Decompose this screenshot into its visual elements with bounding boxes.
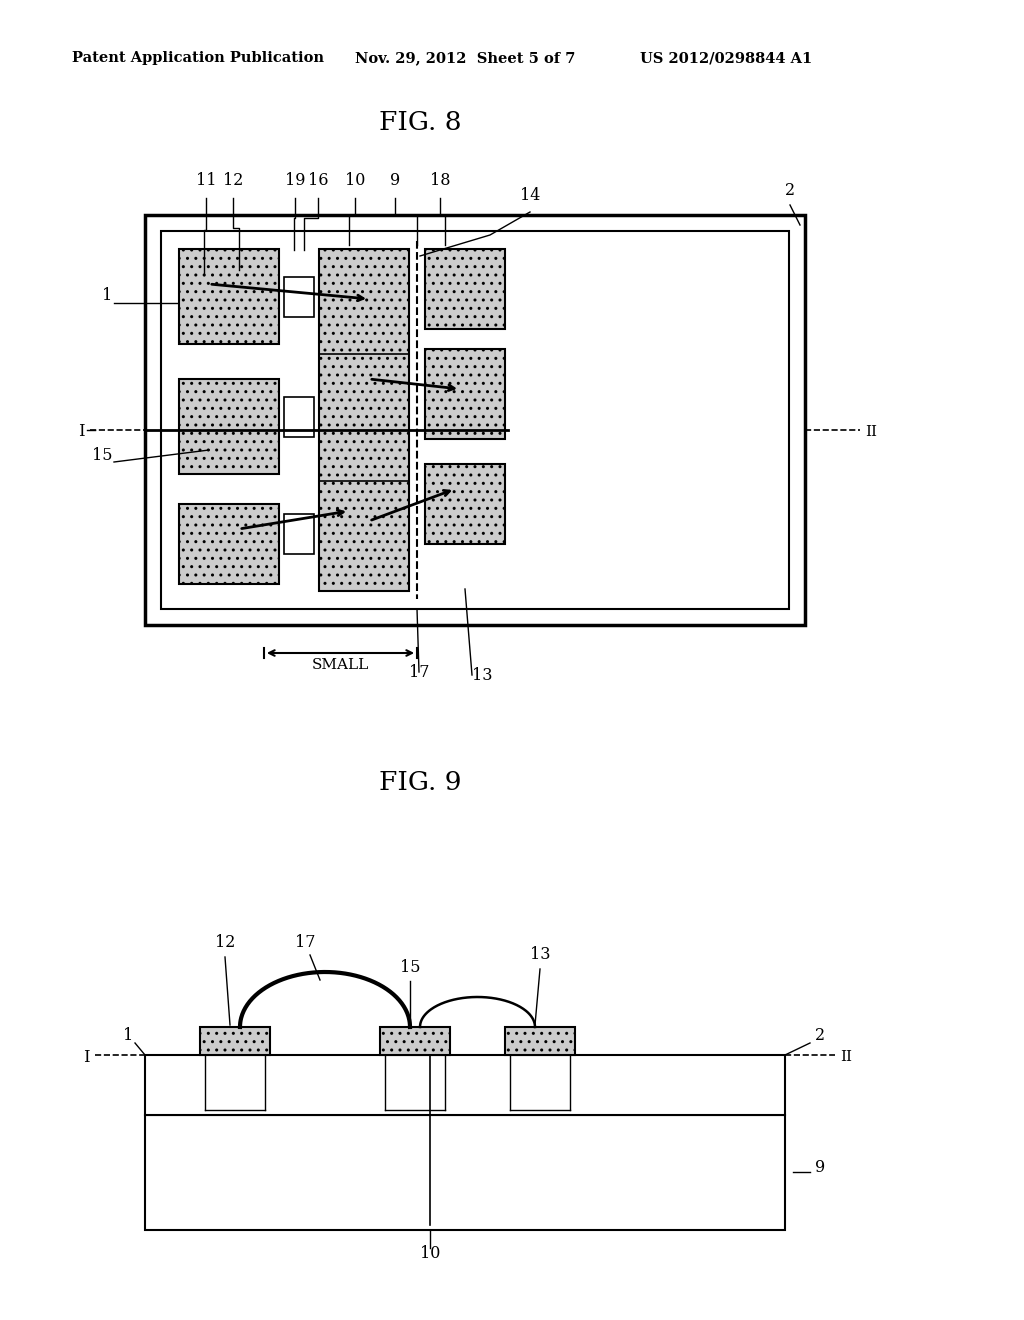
- Text: FIG. 8: FIG. 8: [379, 110, 461, 135]
- Text: 10: 10: [345, 172, 366, 189]
- Bar: [145, 215, 805, 624]
- Text: FIG. 9: FIG. 9: [379, 770, 461, 795]
- Text: I: I: [79, 424, 85, 441]
- Bar: [505, 1027, 575, 1055]
- Text: 1: 1: [123, 1027, 133, 1044]
- Text: Patent Application Publication: Patent Application Publication: [72, 51, 324, 65]
- Text: I: I: [83, 1048, 90, 1065]
- Text: 15: 15: [91, 447, 112, 465]
- Bar: [425, 348, 505, 440]
- Bar: [284, 513, 314, 554]
- Bar: [425, 249, 505, 329]
- Text: 9: 9: [390, 172, 400, 189]
- Text: 13: 13: [472, 667, 493, 684]
- Text: 9: 9: [815, 1159, 825, 1176]
- Bar: [284, 397, 314, 437]
- Text: 18: 18: [430, 172, 451, 189]
- Text: 2: 2: [785, 182, 795, 199]
- Bar: [284, 277, 314, 317]
- Text: SMALL: SMALL: [312, 657, 369, 672]
- Bar: [145, 1115, 785, 1230]
- Bar: [200, 1027, 270, 1055]
- Text: 17: 17: [409, 664, 429, 681]
- Bar: [145, 1055, 785, 1115]
- Bar: [179, 249, 279, 345]
- Text: 14: 14: [520, 187, 541, 205]
- Text: Nov. 29, 2012  Sheet 5 of 7: Nov. 29, 2012 Sheet 5 of 7: [355, 51, 575, 65]
- Bar: [319, 249, 409, 591]
- Bar: [380, 1027, 450, 1055]
- Text: 1: 1: [101, 286, 112, 304]
- Text: 10: 10: [420, 1245, 440, 1262]
- Bar: [425, 465, 505, 544]
- Text: 15: 15: [399, 960, 420, 975]
- Text: 17: 17: [295, 935, 315, 950]
- Bar: [161, 231, 790, 609]
- Text: 13: 13: [529, 946, 550, 964]
- Text: II: II: [865, 425, 877, 440]
- Text: 16: 16: [308, 172, 329, 189]
- Text: 2: 2: [815, 1027, 825, 1044]
- Text: US 2012/0298844 A1: US 2012/0298844 A1: [640, 51, 812, 65]
- Bar: [179, 504, 279, 583]
- Bar: [179, 379, 279, 474]
- Text: II: II: [840, 1049, 852, 1064]
- Text: 19: 19: [285, 172, 305, 189]
- Text: 12: 12: [223, 172, 243, 189]
- Text: 11: 11: [196, 172, 216, 189]
- Text: 12: 12: [215, 935, 236, 950]
